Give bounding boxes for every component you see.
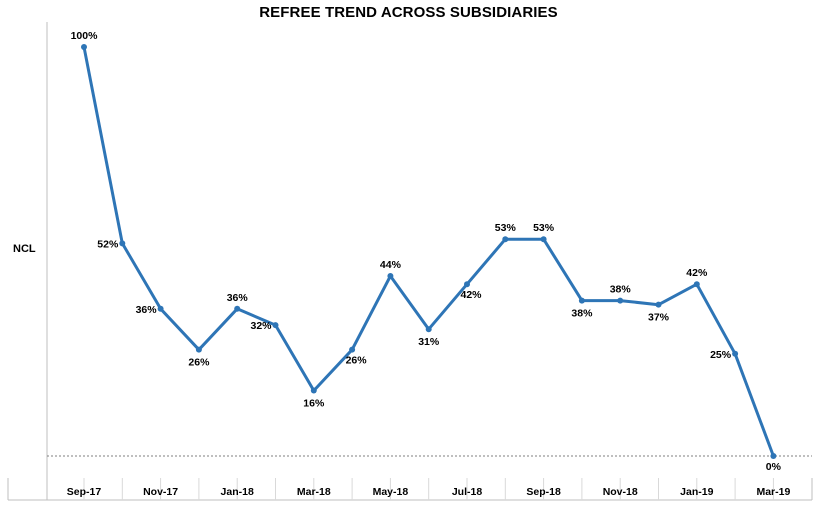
data-point: [349, 346, 356, 353]
x-tick-label: Jan-18: [221, 486, 254, 498]
data-label: 25%: [710, 349, 732, 361]
data-point: [157, 305, 164, 312]
data-label: 38%: [610, 284, 632, 296]
x-tick-label: Nov-17: [143, 486, 178, 498]
data-label: 53%: [533, 222, 555, 234]
data-point: [578, 297, 585, 304]
data-point: [81, 44, 87, 50]
data-point: [502, 236, 509, 243]
data-point: [464, 281, 470, 288]
data-point: [693, 281, 700, 288]
x-tick-label: Nov-18: [603, 486, 638, 498]
data-label: 38%: [571, 308, 593, 320]
data-label: 31%: [418, 336, 440, 348]
data-label: 26%: [346, 355, 368, 367]
data-label: 37%: [648, 312, 670, 324]
data-point: [195, 346, 202, 353]
series-line: [82, 45, 775, 458]
x-tick-label: Sep-17: [67, 486, 102, 498]
data-label: 100%: [71, 30, 99, 42]
data-label: 0%: [766, 461, 782, 473]
data-point: [770, 453, 777, 459]
data-point: [119, 240, 126, 247]
data-point: [387, 273, 394, 280]
x-tick-label: May-18: [373, 486, 409, 498]
data-label: 42%: [460, 289, 482, 301]
data-label: 32%: [250, 320, 272, 332]
chart-title: REFREE TREND ACROSS SUBSIDIARIES: [259, 4, 558, 21]
data-label: 44%: [380, 259, 402, 271]
data-point: [655, 301, 662, 308]
data-label: 16%: [303, 398, 325, 410]
data-label: 36%: [136, 304, 158, 316]
data-point: [540, 236, 547, 243]
x-tick-label: Mar-18: [297, 486, 331, 498]
data-point: [732, 350, 739, 357]
data-point: [272, 322, 279, 329]
x-tick-label: Jul-18: [452, 486, 483, 498]
x-tick-label: Jan-19: [680, 486, 713, 498]
data-point: [234, 305, 241, 312]
data-label: 36%: [227, 292, 249, 304]
data-point: [425, 326, 432, 333]
x-tick-label: Sep-18: [526, 486, 561, 498]
data-label: 52%: [97, 238, 119, 250]
data-label: 26%: [188, 357, 210, 369]
data-point: [617, 297, 624, 304]
data-label: 42%: [686, 267, 708, 279]
x-tick-label: Mar-19: [756, 486, 790, 498]
data-point: [310, 387, 317, 394]
data-label: 53%: [495, 222, 517, 234]
y-category-label: NCL: [13, 243, 36, 255]
